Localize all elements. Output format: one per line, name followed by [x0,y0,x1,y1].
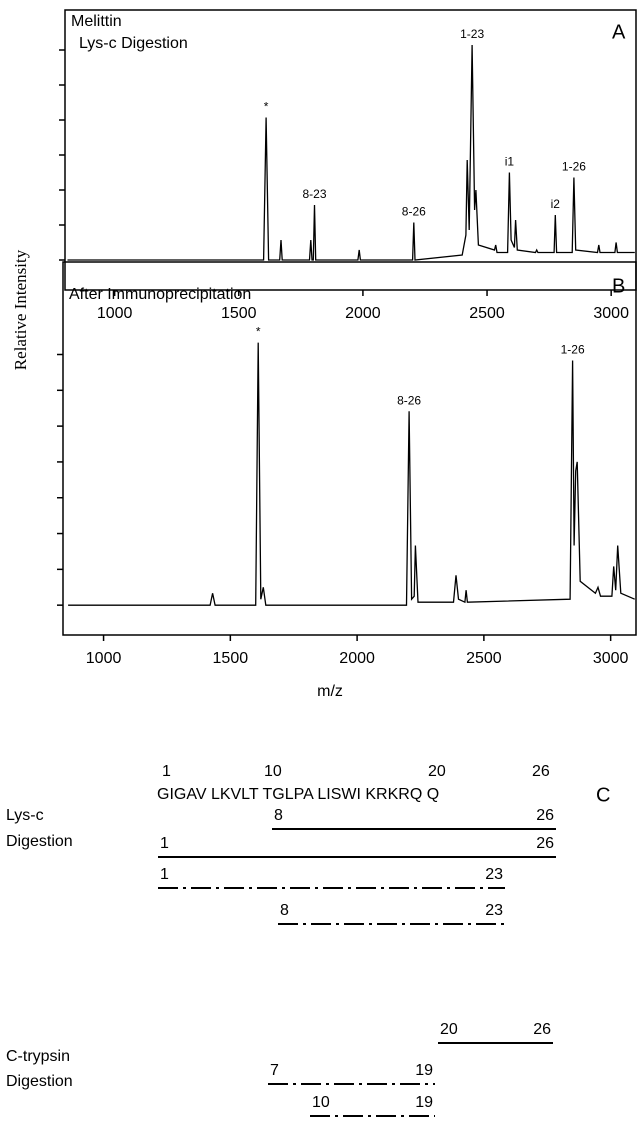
plot-frame [64,9,637,291]
fragment-start: 7 [270,1062,279,1079]
fragment-start: 20 [440,1021,458,1038]
fragment-end: 26 [536,807,554,824]
peak-label: 1-23 [460,27,484,41]
residue-number: 26 [532,763,550,780]
y-axis-label: Relative Intensity [11,249,30,370]
panel-letter: C [596,784,610,806]
peak-label: 1-26 [562,160,586,174]
fragment-end: 23 [485,902,503,919]
peak-label: * [264,100,269,114]
panel-title: After Immunoprecipitation [69,286,251,303]
digestion-label: Digestion [6,833,73,850]
fragment-end: 19 [415,1062,433,1079]
peak-label: i1 [505,155,515,169]
residue-number: 20 [428,763,446,780]
fragment-end: 26 [533,1021,551,1038]
x-tick-label: 3000 [593,305,629,322]
x-tick-label: 1000 [97,305,133,322]
fragment-start: 1 [160,835,169,852]
sequence: GIGAV LKVLT TGLPA LISWI KRKRQ Q [157,786,439,803]
x-tick-label: 2500 [466,650,502,667]
peak-label: 8-23 [302,187,326,201]
spectrum-line [67,44,635,261]
x-tick-label: 1000 [86,650,122,667]
panel-letter: A [612,21,626,43]
panel-title: Melittin [71,13,122,30]
residue-number: 1 [162,763,171,780]
x-tick-label: 2500 [469,305,505,322]
peak-label: 1-26 [561,343,585,357]
x-tick-label: 1500 [213,650,249,667]
fragment-start: 1 [160,866,169,883]
residue-number: 10 [264,763,282,780]
panel-letter: B [612,275,625,297]
fragment-end: 19 [415,1094,433,1111]
x-axis-label: m/z [317,683,343,700]
fragment-start: 10 [312,1094,330,1111]
peak-label: * [256,325,261,339]
peak-label: 8-26 [402,205,426,219]
plot-frame [62,261,637,636]
x-tick-label: 2000 [345,305,381,322]
fragment-end: 23 [485,866,503,883]
x-tick-label: 2000 [339,650,375,667]
fragment-end: 26 [536,835,554,852]
peak-label: i2 [551,197,561,211]
digestion-label: C-trypsin [6,1048,70,1065]
panel-title: Lys-c Digestion [79,35,188,52]
x-tick-label: 1500 [221,305,257,322]
x-tick-label: 3000 [593,650,629,667]
fragment-start: 8 [280,902,289,919]
peak-label: 8-26 [397,393,421,407]
spectrum-line [68,342,635,606]
fragment-start: 8 [274,807,283,824]
digestion-label: Digestion [6,1073,73,1090]
digestion-label: Lys-c [6,807,44,824]
